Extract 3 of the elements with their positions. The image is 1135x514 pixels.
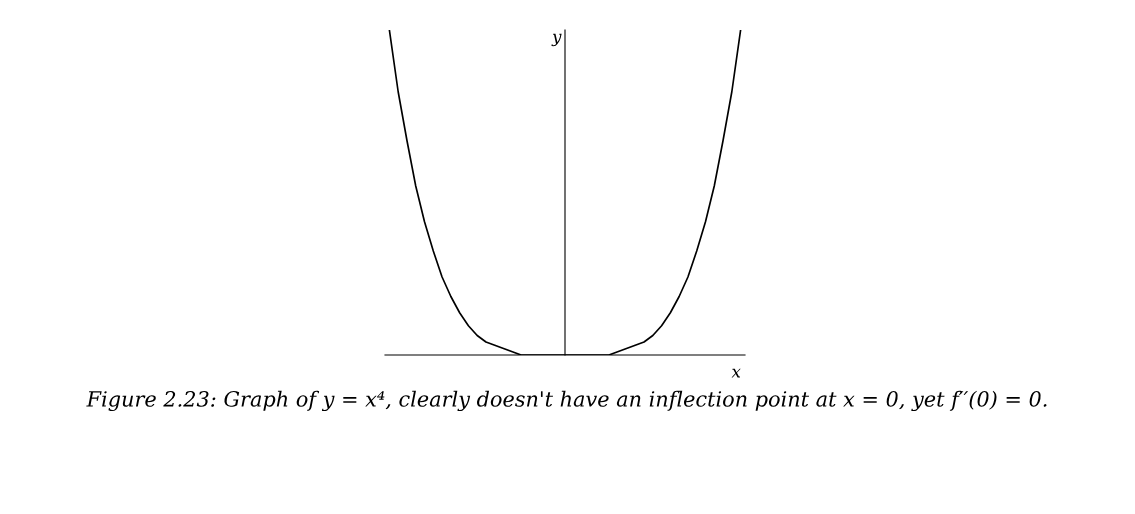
caption: Figure 2.23: Graph of y = x⁴, clearly doesn't have an inflection point at x = 0, yet f′′(0) = 0. — [86, 390, 1047, 412]
x-axis-title: x — [731, 368, 741, 378]
y-axis-title: y — [551, 33, 562, 47]
